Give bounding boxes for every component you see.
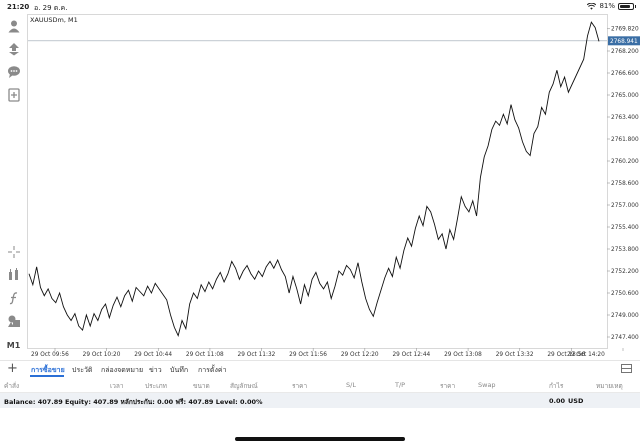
col-volume: ขนาด: [193, 382, 210, 390]
status-time: 21:20: [7, 3, 30, 11]
col-sl: S/L: [346, 381, 356, 389]
new-order-button[interactable]: [4, 86, 23, 104]
chart-svg: 2769.820 2768.200 2766.600 2765.000 2763.400…: [27, 14, 640, 358]
status-bar: 21:20 อ. 29 ต.ค. 81%: [0, 0, 640, 14]
tab-trade[interactable]: การซื้อขาย: [31, 366, 65, 374]
price-axis-label: 2752.200: [611, 269, 639, 275]
trade-columns-header: คำสั่ง เวลา ประเภท ขนาด สัญลักษณ์ ราคา S…: [0, 377, 640, 393]
status-date: อ. 29 ต.ค.: [34, 4, 68, 12]
price-axis-label: 2753.800: [611, 247, 639, 253]
price-axis-label: 2765.000: [611, 93, 639, 99]
col-price: ราคา: [292, 382, 308, 390]
col-profit: กำไร: [549, 382, 564, 390]
tab-settings[interactable]: การตั้งค่า: [198, 366, 227, 374]
objects-icon: [7, 315, 20, 327]
price-axis-label: 2749.000: [611, 313, 639, 319]
indicators-button[interactable]: [4, 266, 23, 284]
current-price-label: 2768.941: [610, 39, 638, 45]
symbol-label: XAUUSDm, M1: [30, 16, 78, 24]
price-axis-label: 2768.200: [611, 49, 639, 55]
price-axis-label: 2755.400: [611, 225, 639, 231]
time-axis-label: 29 Oct 12:44: [392, 352, 430, 358]
time-axis-label: 29 Oct 11:08: [186, 352, 224, 358]
tab-history[interactable]: ประวัติ: [72, 366, 93, 374]
price-axis-label: 2760.200: [611, 159, 639, 165]
time-axis-label: 29 Oct 10:20: [83, 352, 121, 358]
tab-news[interactable]: ข่าว: [149, 366, 162, 374]
balance-text: Balance: 407.89 Equity: 407.89 หลักประกั…: [4, 398, 263, 406]
trade-arrows-icon: [8, 43, 19, 56]
col-order: คำสั่ง: [4, 382, 20, 390]
price-axis-label: 2757.000: [611, 203, 639, 209]
function-button[interactable]: [4, 289, 23, 307]
price-series-line: [28, 21, 600, 337]
timeframe-label: M1: [6, 340, 21, 350]
time-axis-label: 29 Oct 13:08: [444, 352, 482, 358]
left-toolbar: M1: [0, 14, 27, 358]
price-axis-label: 2769.820: [611, 27, 639, 33]
time-axis-label: 29 Oct 10:44: [134, 352, 172, 358]
price-axis-label: 2761.800: [611, 137, 639, 143]
time-axis-label: 29 Oct 09:56: [31, 352, 69, 358]
account-icon: [8, 20, 19, 33]
col-type: ประเภท: [145, 382, 167, 390]
balance-summary-row: Balance: 407.89 Equity: 407.89 หลักประกั…: [0, 393, 640, 408]
timeframe-button[interactable]: M1: [4, 336, 23, 354]
objects-button[interactable]: [4, 312, 23, 330]
battery-icon: [618, 2, 636, 10]
active-tab-indicator: [30, 375, 64, 377]
chat-icon: [7, 66, 20, 78]
balance-currency: USD: [568, 397, 584, 405]
trade-button[interactable]: [4, 40, 23, 58]
balance-profit: 0.00: [549, 397, 566, 405]
function-icon: [9, 292, 17, 305]
time-axis-label: 29 Oct 11:56: [289, 352, 327, 358]
price-axis-label: 2750.600: [611, 291, 639, 297]
col-comment: หมายเหตุ: [596, 382, 623, 390]
status-right: 81%: [587, 2, 636, 10]
chat-button[interactable]: [4, 63, 23, 81]
home-indicator: [235, 437, 405, 441]
current-price-marker: 2768.941: [608, 36, 640, 46]
time-axis-label: 29 Oct 11:32: [238, 352, 276, 358]
indicators-icon: [8, 268, 18, 280]
price-axis-label: 2763.400: [611, 115, 639, 121]
tab-mailbox[interactable]: กล่องจดหมาย: [101, 366, 144, 374]
col-current-price: ราคา: [440, 382, 456, 390]
time-axis-label: 29 Oct 13:32: [496, 352, 534, 358]
price-axis-label: 2758.600: [611, 181, 639, 187]
price-axis-label: 2747.400: [611, 335, 639, 341]
time-axis-label: 29 Oct 13:56: [547, 352, 585, 358]
col-tp: T/P: [395, 381, 406, 389]
terminal-tabs: + การซื้อขาย ประวัติ กล่องจดหมาย ข่าว บั…: [0, 360, 640, 377]
crosshair-button[interactable]: [4, 243, 23, 261]
add-icon[interactable]: +: [7, 361, 18, 376]
crosshair-icon: [7, 246, 20, 258]
col-swap: Swap: [478, 381, 496, 389]
battery-percent: 81%: [599, 2, 615, 10]
col-symbol: สัญลักษณ์: [230, 382, 258, 390]
wifi-icon: [587, 2, 597, 10]
split-view-icon[interactable]: [621, 364, 632, 373]
tab-journal[interactable]: บันทึก: [170, 366, 189, 374]
account-button[interactable]: [4, 17, 23, 35]
price-chart[interactable]: 2769.820 2768.200 2766.600 2765.000 2763.400…: [27, 14, 640, 359]
new-order-icon: [7, 88, 20, 102]
col-time: เวลา: [110, 382, 124, 390]
time-axis-label: 29 Oct 12:20: [341, 352, 379, 358]
time-axis-label: 29 Oct 14:20: [567, 352, 605, 358]
price-axis-label: 2766.600: [611, 71, 639, 77]
